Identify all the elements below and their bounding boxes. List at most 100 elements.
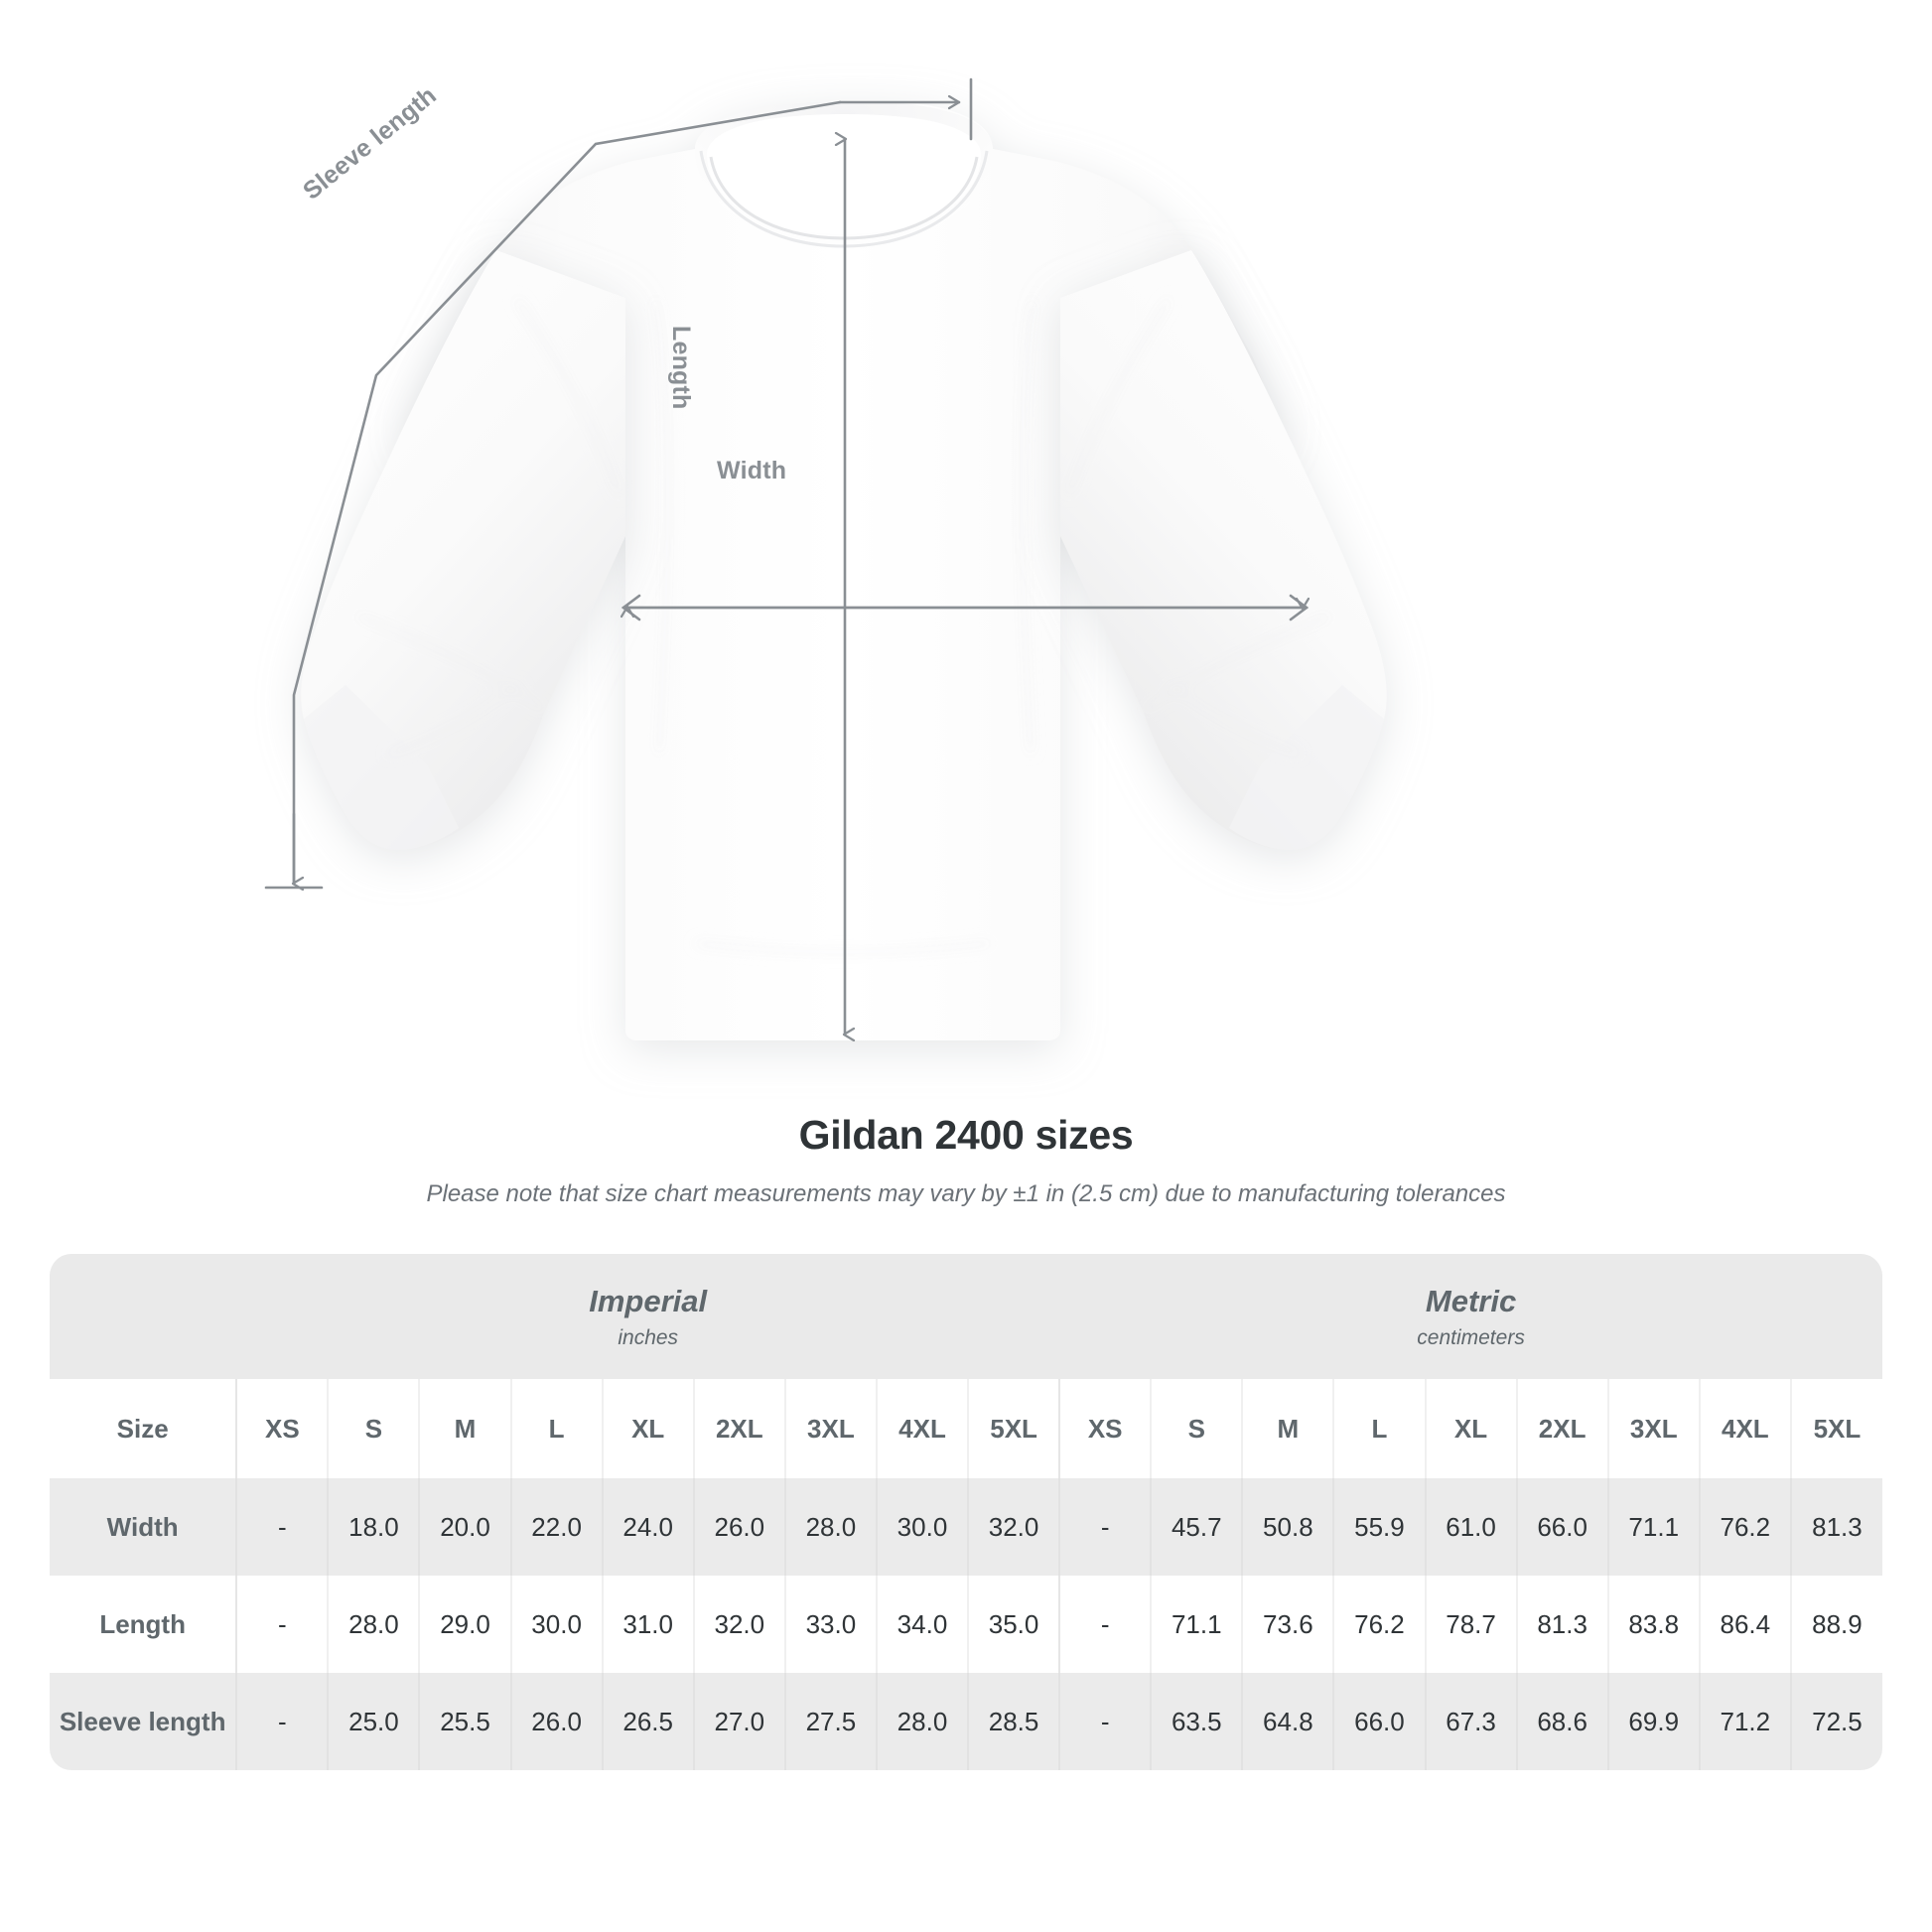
width-label: Width [717, 457, 787, 484]
cell-width-metric-4xl: 76.2 [1698, 1478, 1791, 1576]
unit-header-spacer [50, 1254, 237, 1379]
size-header-cell-imperial-2xl: 2XL [692, 1379, 785, 1478]
garment-diagram: Sleeve length Length Width [264, 77, 1387, 1112]
size-header-cell-imperial-4xl: 4XL [875, 1379, 969, 1478]
size-header-cell-imperial-xs: XS [235, 1379, 329, 1478]
cell-sleeve-length-imperial-5xl: 28.5 [967, 1673, 1060, 1770]
unit-system-name: Imperial [589, 1283, 708, 1318]
unit-system-unit: inches [618, 1326, 679, 1350]
table-row: Length -28.0 29.0 30.0 31.0 32.0 33.0 34.0 35.0-… [50, 1576, 1882, 1673]
size-header-label: Size [50, 1379, 237, 1478]
cell-sleeve-length-metric-xs: - [1058, 1673, 1152, 1770]
cell-sleeve-length-metric-m: 64.8 [1241, 1673, 1334, 1770]
unit-system-unit: centimeters [1417, 1326, 1525, 1350]
cell-length-metric-m: 73.6 [1241, 1576, 1334, 1673]
length-label: Length [667, 326, 695, 410]
size-header-row: Size XS S M L XL 2XL 3XL 4XL 5XL XS S M L XL 2XL 3XL 4XL 5… [50, 1379, 1882, 1478]
unit-header-row: Imperial inches Metric centimeters [50, 1254, 1882, 1379]
cell-length-metric-l: 76.2 [1332, 1576, 1426, 1673]
size-chart-container: Imperial inches Metric centimeters Size XS S M L… [50, 1254, 1882, 1770]
cell-width-metric-l: 55.9 [1332, 1478, 1426, 1576]
row-label-width: Width [50, 1478, 237, 1576]
cell-length-imperial-l: 30.0 [509, 1576, 603, 1673]
cell-sleeve-length-imperial-xl: 26.5 [601, 1673, 694, 1770]
cell-width-metric-xs: - [1058, 1478, 1152, 1576]
cell-width-metric-xl: 61.0 [1424, 1478, 1517, 1576]
cell-width-imperial-5xl: 32.0 [967, 1478, 1060, 1576]
cell-sleeve-length-metric-xl: 67.3 [1424, 1673, 1517, 1770]
size-header-cell-metric-xl: XL [1424, 1379, 1517, 1478]
cell-length-metric-2xl: 81.3 [1515, 1576, 1608, 1673]
cell-length-imperial-s: 28.0 [327, 1576, 420, 1673]
right-sleeve [1060, 250, 1387, 850]
row-label-sleeve-length: Sleeve length [50, 1673, 237, 1770]
cell-width-imperial-m: 20.0 [418, 1478, 511, 1576]
cell-width-metric-5xl: 81.3 [1789, 1478, 1882, 1576]
size-chart-table: Imperial inches Metric centimeters Size XS S M L… [50, 1254, 1882, 1770]
fabric-folds [356, 297, 1331, 954]
cell-width-metric-3xl: 71.1 [1606, 1478, 1700, 1576]
size-header-cell-metric-2xl: 2XL [1515, 1379, 1608, 1478]
unit-header-imperial: Imperial inches [236, 1254, 1060, 1379]
cell-sleeve-length-metric-l: 66.0 [1332, 1673, 1426, 1770]
cell-length-imperial-3xl: 33.0 [783, 1576, 877, 1673]
page-subtitle: Please note that size chart measurements… [426, 1180, 1506, 1207]
cell-sleeve-length-imperial-s: 25.0 [327, 1673, 420, 1770]
cell-length-metric-3xl: 83.8 [1606, 1576, 1700, 1673]
cell-width-imperial-l: 22.0 [509, 1478, 603, 1576]
cell-width-imperial-4xl: 30.0 [875, 1478, 969, 1576]
left-sleeve [301, 250, 625, 850]
width-arrow-right [1289, 594, 1310, 621]
cell-length-metric-xl: 78.7 [1424, 1576, 1517, 1673]
cell-width-imperial-s: 18.0 [327, 1478, 420, 1576]
cell-sleeve-length-metric-3xl: 69.9 [1606, 1673, 1700, 1770]
cell-length-imperial-m: 29.0 [418, 1576, 511, 1673]
cell-length-metric-xs: - [1058, 1576, 1152, 1673]
title-block: Gildan 2400 sizes Please note that size … [0, 1112, 1932, 1208]
size-header-cell-imperial-m: M [418, 1379, 511, 1478]
size-header-cell-metric-3xl: 3XL [1606, 1379, 1700, 1478]
size-header-cell-imperial-5xl: 5XL [967, 1379, 1060, 1478]
cell-length-imperial-2xl: 32.0 [692, 1576, 785, 1673]
table-row: Width -18.0 20.0 22.0 24.0 26.0 28.0 30.0 32.0-4… [50, 1478, 1882, 1576]
cell-length-metric-s: 71.1 [1150, 1576, 1243, 1673]
cell-width-imperial-xs: - [235, 1478, 329, 1576]
size-header-cell-metric-4xl: 4XL [1698, 1379, 1791, 1478]
cell-length-imperial-4xl: 34.0 [875, 1576, 969, 1673]
cell-length-metric-5xl: 88.9 [1789, 1576, 1882, 1673]
cell-width-metric-m: 50.8 [1241, 1478, 1334, 1576]
size-header-cell-imperial-3xl: 3XL [783, 1379, 877, 1478]
cell-length-metric-4xl: 86.4 [1698, 1576, 1791, 1673]
size-header-cell-metric-s: S [1150, 1379, 1243, 1478]
cell-width-metric-2xl: 66.0 [1515, 1478, 1608, 1576]
unit-header-metric: Metric centimeters [1059, 1254, 1882, 1379]
page-title: Gildan 2400 sizes [798, 1112, 1134, 1158]
cell-sleeve-length-imperial-3xl: 27.5 [783, 1673, 877, 1770]
cell-length-imperial-xl: 31.0 [601, 1576, 694, 1673]
cell-width-imperial-2xl: 26.0 [692, 1478, 785, 1576]
cell-width-metric-s: 45.7 [1150, 1478, 1243, 1576]
cell-sleeve-length-metric-2xl: 68.6 [1515, 1673, 1608, 1770]
row-label-length: Length [50, 1576, 237, 1673]
cell-sleeve-length-imperial-m: 25.5 [418, 1673, 511, 1770]
shirt-illustration [264, 77, 1387, 1112]
cell-sleeve-length-metric-s: 63.5 [1150, 1673, 1243, 1770]
cell-width-imperial-xl: 24.0 [601, 1478, 694, 1576]
cell-sleeve-length-imperial-l: 26.0 [509, 1673, 603, 1770]
measurement-lines [264, 77, 1310, 1035]
cell-sleeve-length-imperial-4xl: 28.0 [875, 1673, 969, 1770]
width-arrow-left [621, 594, 641, 621]
size-header-cell-imperial-xl: XL [601, 1379, 694, 1478]
unit-system-name: Metric [1425, 1283, 1517, 1318]
cell-sleeve-length-metric-5xl: 72.5 [1789, 1673, 1882, 1770]
cell-sleeve-length-imperial-2xl: 27.0 [692, 1673, 785, 1770]
cell-sleeve-length-imperial-xs: - [235, 1673, 329, 1770]
table-row: Sleeve length -25.0 25.5 26.0 26.5 27.0 27.5 28… [50, 1673, 1882, 1770]
sleeve-length-line [292, 100, 842, 884]
size-header-cell-metric-m: M [1241, 1379, 1334, 1478]
size-header-cell-imperial-s: S [327, 1379, 420, 1478]
cell-width-imperial-3xl: 28.0 [783, 1478, 877, 1576]
size-header-cell-metric-5xl: 5XL [1789, 1379, 1882, 1478]
cell-length-imperial-5xl: 35.0 [967, 1576, 1060, 1673]
cell-length-imperial-xs: - [235, 1576, 329, 1673]
